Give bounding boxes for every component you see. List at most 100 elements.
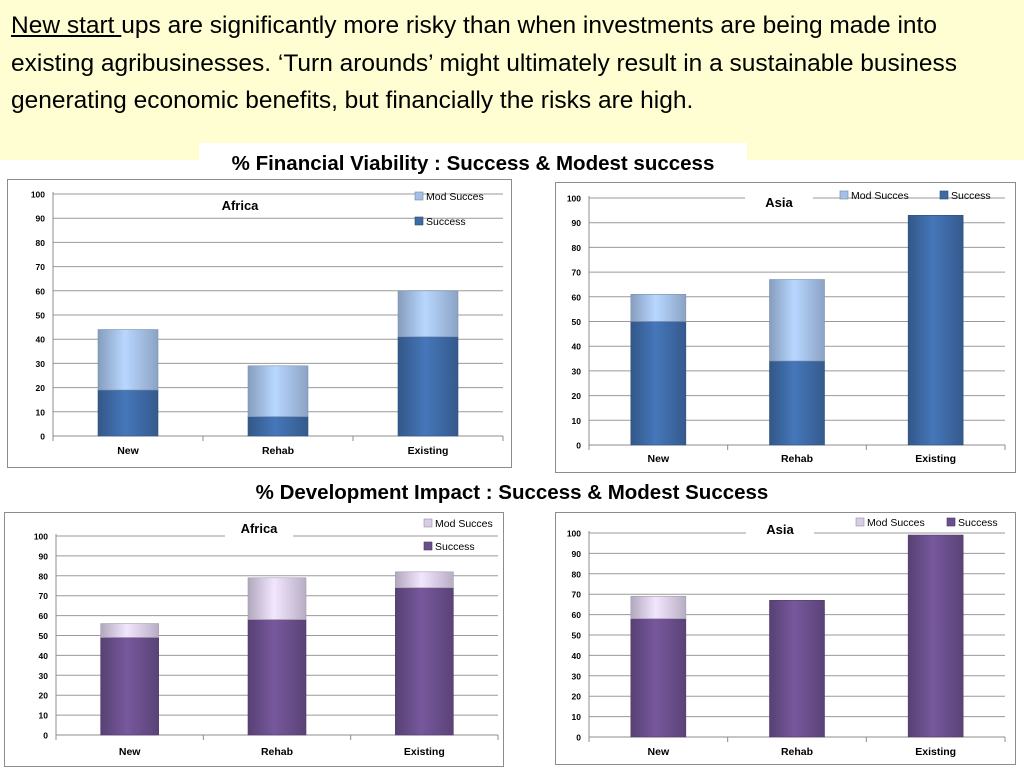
y-tick-label: 100 [31,190,45,200]
development-impact-title: % Development Impact : Success & Modest … [255,481,769,504]
y-tick-label: 60 [572,610,582,620]
y-tick-label: 50 [572,317,582,327]
y-tick-label: 100 [567,529,581,539]
chart-financial-africa: 0 10 20 30 40 50 60 70 80 90 100 New Rehab Existing Af… [7,179,512,468]
bar-success-new [100,637,159,736]
legend-label: Success [426,216,466,228]
bar-success-existing [907,214,964,446]
bar-mod-succes-existing [395,571,454,589]
y-tick-label: 40 [572,651,582,661]
y-tick-label: 70 [39,591,49,601]
bar-mod-succes-new [630,595,687,619]
y-tick-label: 0 [40,432,45,442]
y-tick-label: 0 [43,731,48,741]
bar-success-rehab [247,619,307,736]
y-tick-label: 70 [572,268,582,278]
x-category-label: New [119,746,141,758]
x-category-label: Existing [408,445,449,457]
intro-body-text: ups are significantly more risky than wh… [11,12,957,114]
x-category-label: Rehab [781,746,813,758]
chart-financial-asia: 0 10 20 30 40 50 60 70 80 90 100 New Rehab Existing As… [555,182,1016,473]
intro-panel: New start ups are significantly more ris… [0,0,1024,160]
legend-swatch [839,190,849,200]
legend-label: Mod Succes [426,191,484,203]
bar-mod-succes-new [630,294,687,322]
y-tick-label: 80 [572,569,582,579]
y-tick-label: 10 [39,711,49,721]
legend-label: Success [951,190,991,202]
y-tick-label: 60 [39,611,49,621]
y-tick-label: 90 [39,551,49,561]
y-tick-label: 100 [567,194,581,204]
y-tick-label: 80 [36,238,46,248]
y-tick-label: 80 [39,571,49,581]
bar-success-rehab [247,416,309,437]
bar-success-rehab [769,360,825,446]
bar-success-new [97,389,159,437]
y-tick-label: 50 [36,311,46,321]
chart-title: Africa [241,521,279,536]
y-tick-label: 70 [572,590,582,600]
legend-swatch [939,190,949,200]
chart-svg: 0 10 20 30 40 50 60 70 80 90 100 New Rehab Existing Af… [31,190,504,457]
y-tick-label: 30 [36,359,46,369]
legend-label: Mod Succes [851,190,909,202]
y-tick-label: 60 [572,292,582,302]
y-tick-label: 0 [576,441,581,451]
x-category-label: Existing [915,746,956,758]
y-tick-label: 20 [572,692,582,702]
y-tick-label: 80 [572,243,582,253]
y-tick-label: 50 [39,631,49,641]
y-tick-label: 10 [572,712,582,722]
y-tick-label: 20 [36,383,46,393]
chart-title: Africa [222,198,260,213]
bar-success-existing [395,587,454,736]
chart-svg: 0 10 20 30 40 50 60 70 80 90 100 New Rehab Existing Af… [34,518,499,758]
chart-title-bg [745,193,813,211]
bar-success-existing [397,336,459,437]
chart-title-bg [746,520,814,538]
y-tick-label: 40 [572,342,582,352]
y-tick-label: 30 [572,366,582,376]
bar-mod-succes-rehab [247,577,307,620]
intro-underlined-text: New start [11,12,122,39]
chart-svg: 0 10 20 30 40 50 60 70 80 90 100 New Rehab Existing As… [567,517,1006,758]
financial-viability-title: % Financial Viability : Success & Modest… [199,143,747,183]
bar-mod-succes-rehab [769,279,825,362]
legend-swatch [423,518,433,528]
chart-title: Asia [765,195,793,210]
legend-swatch [414,216,424,226]
bar-mod-succes-rehab [247,365,309,417]
y-tick-label: 10 [572,416,582,426]
x-category-label: Rehab [781,453,813,465]
chart-title: Asia [766,522,794,537]
y-tick-label: 0 [576,733,581,743]
y-tick-label: 30 [572,671,582,681]
chart-development-africa: 0 10 20 30 40 50 60 70 80 90 100 New Rehab Existing Af… [4,512,504,767]
x-category-label: Rehab [262,445,294,457]
y-tick-label: 20 [39,691,49,701]
y-tick-label: 30 [39,671,49,681]
x-category-label: New [117,445,139,457]
bar-mod-succes-new [97,329,159,391]
legend-label: Mod Succes [435,518,493,530]
x-category-label: Rehab [261,746,293,758]
y-tick-label: 20 [572,391,582,401]
legend-label: Success [958,517,998,529]
x-category-label: New [648,453,670,465]
legend-swatch [946,517,956,527]
chart-svg: 0 10 20 30 40 50 60 70 80 90 100 New Rehab Existing As… [567,190,1006,465]
intro-text: New start ups are significantly more ris… [11,7,1016,120]
x-category-label: Existing [915,453,956,465]
y-tick-label: 50 [572,631,582,641]
chart-title-bg [225,519,293,537]
bar-mod-succes-existing [397,290,459,338]
legend-swatch [855,517,865,527]
x-category-label: New [648,746,670,758]
y-tick-label: 100 [34,532,48,542]
legend-label: Mod Succes [867,517,925,529]
x-category-label: Existing [404,746,445,758]
bar-success-new [630,321,687,446]
y-tick-label: 90 [572,549,582,559]
bar-mod-succes-new [100,623,159,638]
